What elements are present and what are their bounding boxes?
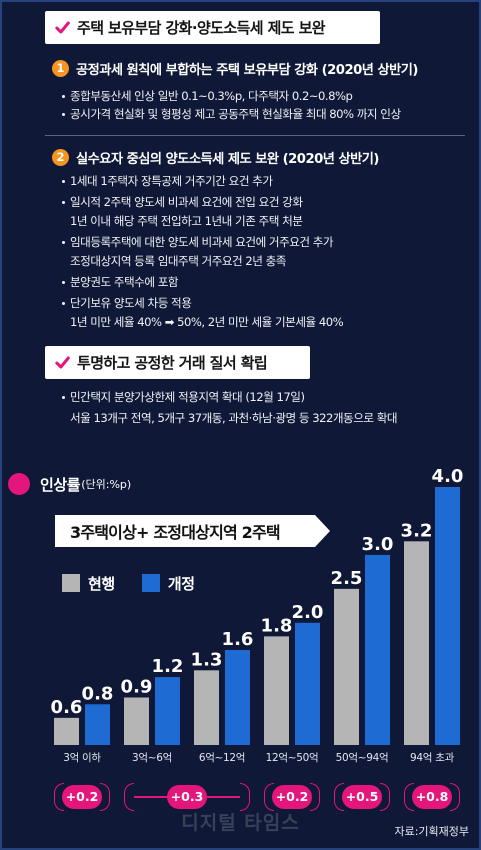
revised-bar-2 (155, 677, 180, 745)
bullet-text: 임대등록주택에 대한 양도세 비과세 요건에 거주요건 추가 (70, 235, 334, 249)
chart-title: 3주택이상+ 조정대상지역 2주택 (70, 523, 280, 542)
current-bar-2 (124, 697, 149, 745)
revised-bar-1 (85, 704, 110, 745)
revised-bar-6 (435, 487, 460, 745)
chart-legend: 현행 개정 (62, 573, 222, 593)
legend-swatch-revised (141, 574, 160, 592)
check-icon (55, 356, 70, 369)
item-heading: 공정과세 원칙에 부합하는 주택 보유부담 강화 (2020년 상반기) (76, 62, 418, 78)
bullet-detail: 서울 13개구 전역, 5개구 37개동, 과천·하남·광명 등 322개동으로… (70, 411, 398, 425)
item-3-bullet-list: 민간택지 분양가상한제 적용지역 확대 (12월 17일) 서울 13개구 전역… (62, 387, 472, 429)
bullet-text: 종합부동산세 인상 일반 0.1~0.3%p, 다주택자 0.2~0.8%p (70, 89, 353, 103)
section-banner-fair-trade: 투명하고 공정한 거래 질서 확립 (45, 346, 310, 379)
increase-value: +0.2 (62, 785, 102, 809)
policy-item-2-heading: 2 실수요자 중심의 양도소득세 제도 보완 (2020년 상반기) (52, 147, 477, 167)
current-value-label-1: 0.6 (51, 697, 83, 718)
revised-value-label-3: 1.6 (222, 629, 254, 650)
current-value-label-5: 2.5 (331, 568, 363, 589)
number-badge-1: 1 (52, 59, 69, 77)
legend-swatch-current (62, 574, 80, 592)
bullet-detail: 1년 이내 해당 주택 전입하고 1년내 기존 주택 처분 (70, 214, 303, 228)
bullet-item: 단기보유 양도세 차등 적용 1년 미만 세율 40% ➡ 50%, 2년 미만… (62, 294, 472, 332)
bullet-text: 1세대 1주택자 장특공제 거주기간 요건 추가 (70, 174, 273, 188)
pink-dot-icon (8, 473, 30, 495)
current-value-label-3: 1.3 (191, 649, 223, 670)
bar-chart: 0.60.8 3억 이하 0.91.2 3억~6억 1.31.6 6억~12억 1.82.0… (51, 466, 464, 764)
bullet-text: 단기보유 양도세 차등 적용 (70, 296, 192, 310)
revised-value-label-4: 2.0 (292, 602, 324, 623)
legend-item-current: 현행 (62, 573, 115, 594)
bullet-text: 공시가격 현실화 및 형평성 제고 공동주택 현실화율 최대 80% 까지 인상 (70, 107, 401, 121)
policy-item-1-heading: 1 공정과세 원칙에 부합하는 주택 보유부담 강화 (2020년 상반기) (52, 58, 477, 78)
current-value-label-6: 3.2 (401, 520, 433, 541)
revised-bar-4 (295, 622, 320, 745)
revised-bar-5 (365, 554, 390, 745)
source-credit: 자료:기획재정부 (394, 825, 469, 838)
bracket-cap-r (240, 783, 250, 811)
section-divider (45, 135, 465, 136)
current-bar-3 (194, 670, 219, 745)
item-2-bullet-list: 1세대 1주택자 장특공제 거주기간 요건 추가 일시적 2주택 양도세 비과세… (62, 172, 472, 332)
category-label: 3억 이하 (63, 751, 101, 764)
bullet-item: 일시적 2주택 양도세 비과세 요건에 전입 요건 강화 1년 이내 해당 주택… (62, 193, 472, 231)
increase-value: +0.5 (342, 785, 382, 809)
bullet-text: 일시적 2주택 양도세 비과세 요건에 전입 요건 강화 (70, 195, 303, 209)
banner-title: 주택 보유부담 강화·양도소득세 제도 보완 (77, 19, 326, 37)
item-heading: 실수요자 중심의 양도소득세 제도 보완 (2020년 상반기) (76, 151, 379, 167)
category-label: 12억~50억 (266, 752, 319, 764)
increase-badge-3: +0.2 (264, 783, 320, 811)
increase-badges: +0.2 +0.3 +0.2 +0.5 +0.8 (0, 783, 481, 811)
bullet-item: 종합부동산세 인상 일반 0.1~0.3%p, 다주택자 0.2~0.8%p (62, 87, 472, 105)
bracket-cap-l (124, 783, 134, 811)
current-value-label-2: 0.9 (121, 676, 153, 697)
increase-value: +0.3 (167, 785, 207, 809)
increase-value: +0.2 (272, 785, 312, 809)
item-1-bullet-list: 종합부동산세 인상 일반 0.1~0.3%p, 다주택자 0.2~0.8%p 공… (62, 87, 472, 123)
current-value-label-4: 1.8 (261, 615, 293, 636)
bullet-text: 민간택지 분양가상한제 적용지역 확대 (12월 17일) (70, 390, 305, 404)
legend-item-revised: 개정 (141, 573, 195, 594)
bullet-item: 공시가격 현실화 및 형평성 제고 공동주택 현실화율 최대 80% 까지 인상 (62, 105, 472, 123)
banner-title: 투명하고 공정한 거래 질서 확립 (77, 354, 268, 372)
bullet-item: 민간택지 분양가상한제 적용지역 확대 (12월 17일) 서울 13개구 전역… (62, 387, 472, 429)
current-bar-6 (404, 541, 429, 745)
increase-badge-2: +0.3 (124, 783, 250, 811)
category-label: 94억 초과 (410, 752, 455, 764)
publisher-watermark: 디지털 타임스 (181, 812, 300, 834)
increase-badge-1: +0.2 (54, 783, 110, 811)
category-label: 3억~6억 (132, 752, 172, 764)
category-label: 50억~94억 (336, 752, 389, 764)
chart-title-banner: 3주택이상+ 조정대상지역 2주택 (55, 515, 330, 547)
section-banner-holding-tax: 주택 보유부담 강화·양도소득세 제도 보완 (45, 11, 380, 44)
bullet-text: 분양권도 주택수에 포함 (70, 275, 179, 289)
current-bar-1 (54, 717, 79, 745)
bullet-detail: 조정대상지역 등록 임대주택 거주요건 2년 충족 (70, 254, 286, 268)
bullet-item: 1세대 1주택자 장특공제 거주기간 요건 추가 (62, 172, 472, 191)
legend-label: 개정 (167, 574, 195, 593)
category-label: 6억~12억 (199, 752, 245, 764)
bullet-item: 분양권도 주택수에 포함 (62, 273, 472, 292)
bullet-item: 임대등록주택에 대한 양도세 비과세 요건에 거주요건 추가 조정대상지역 등록… (62, 233, 472, 271)
check-icon (55, 21, 70, 34)
current-bar-4 (264, 636, 289, 745)
revised-value-label-1: 0.8 (82, 683, 114, 704)
chart-unit-label: 인상률 (단위:%p) (8, 473, 131, 495)
number-badge-2: 2 (52, 148, 69, 166)
increase-badge-4: +0.5 (334, 783, 390, 811)
y-axis-label: 인상률 (40, 475, 81, 494)
current-bar-5 (334, 588, 359, 745)
revised-value-label-6: 4.0 (432, 466, 464, 487)
legend-label: 현행 (88, 574, 115, 593)
revised-value-label-2: 1.2 (152, 656, 184, 677)
revised-value-label-5: 3.0 (362, 534, 394, 555)
bullet-detail: 1년 미만 세율 40% ➡ 50%, 2년 미만 세율 기본세율 40% (70, 315, 344, 329)
revised-bar-3 (225, 649, 250, 745)
increase-value: +0.8 (412, 785, 452, 809)
increase-badge-5: +0.8 (404, 783, 460, 811)
unit-note: (단위:%p) (81, 478, 132, 491)
